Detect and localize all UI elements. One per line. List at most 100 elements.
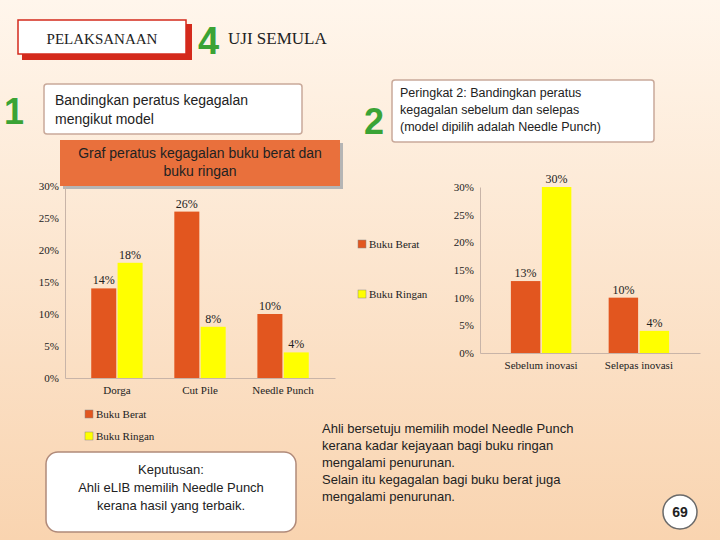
y-tick: 25% (39, 212, 65, 224)
y-tick: 20% (454, 236, 480, 248)
decision-text: kerana hasil yang terbaik. (97, 498, 245, 513)
conclusion-text: mengalami penurunan. (322, 455, 455, 470)
y-tick: 30% (39, 180, 65, 192)
y-tick-label: 15% (39, 276, 59, 288)
data-label: 18% (119, 248, 141, 262)
x-axis: Sebelum inovasi Selepas inovasi (481, 353, 701, 371)
data-labels: 14% 26% 10% 18% 8% 4% (93, 197, 304, 352)
y-tick: 30% (454, 181, 480, 193)
x-tick-label: Dorga (103, 384, 130, 396)
y-tick: 15% (39, 276, 65, 288)
decision-text: Keputusan: (138, 462, 204, 477)
bar (201, 327, 226, 378)
y-tick-label: 20% (39, 244, 59, 256)
data-label: 4% (646, 316, 662, 330)
y-tick-label: 25% (454, 209, 474, 221)
y-tick: 10% (454, 292, 480, 304)
legend-label: Buku Ringan (369, 288, 428, 300)
y-tick-label: 0% (459, 347, 474, 359)
conclusion-text: Ahli bersetuju memilih model Needle Punc… (322, 421, 573, 436)
x-axis: Dorga Cut Pile Needle Punch (66, 378, 336, 396)
data-label: 4% (288, 337, 304, 351)
legend: Buku BeratBuku Ringan (358, 238, 428, 300)
slide-canvas: PELAKSANAAN 4 UJI SEMULA 1 Bandingkan peratu… (0, 0, 720, 540)
section-title: (model dipilih adalah Needle Punch) (400, 120, 601, 134)
page-badge (663, 495, 697, 529)
y-tick: 5% (44, 340, 65, 352)
legend: Buku Berat Buku Ringan (85, 408, 155, 442)
bar (257, 314, 282, 378)
conclusion-text: kerana kadar kejayaan bagi buku ringan (322, 438, 553, 453)
bar (91, 288, 116, 378)
header-text: PELAKSANAAN (47, 31, 158, 47)
bars (511, 187, 669, 353)
legend-label: Buku Ringan (96, 430, 155, 442)
step-title: UJI SEMULA (228, 29, 327, 48)
data-label: 26% (176, 197, 198, 211)
bar (284, 352, 309, 378)
section-number: 1 (4, 91, 24, 132)
data-label: 8% (205, 312, 221, 326)
section-box (392, 80, 654, 142)
section-box (44, 84, 302, 134)
x-tick-label: Sebelum inovasi (505, 359, 578, 371)
y-tick-label: 5% (459, 319, 474, 331)
data-label: 14% (93, 273, 115, 287)
section-title: Peringkat 2: Bandingkan peratus (400, 86, 581, 100)
y-tick-label: 10% (39, 308, 59, 320)
bar (511, 281, 540, 353)
bar (609, 298, 638, 353)
y-tick-label: 15% (454, 264, 474, 276)
y-tick: 20% (39, 244, 65, 256)
page-number: 69 (672, 504, 688, 520)
data-label: 10% (259, 299, 281, 313)
y-axis: 0% 5% 10% 15% 20% 25% 30% (454, 181, 481, 359)
bar (640, 331, 669, 353)
y-tick-label: 5% (44, 340, 59, 352)
conclusion-text: mengalami penurunan. (322, 489, 455, 504)
x-tick: Cut Pile (182, 378, 218, 396)
y-tick: 0% (44, 372, 65, 384)
title-box (60, 140, 340, 186)
x-axis-line (481, 353, 701, 354)
data-label: 30% (546, 172, 568, 186)
y-axis: 0% 5% 10% 15% 20% 25% 30% (39, 180, 66, 384)
y-tick-label: 25% (39, 212, 59, 224)
y-tick: 15% (454, 264, 480, 276)
y-tick: 25% (454, 209, 480, 221)
legend-label: Buku Berat (96, 408, 146, 420)
bar (118, 263, 143, 378)
y-tick: 10% (39, 308, 65, 320)
x-tick: Needle Punch (252, 378, 314, 396)
legend-swatch (85, 410, 93, 418)
x-tick: Sebelum inovasi (505, 353, 578, 371)
bar (174, 212, 199, 378)
y-tick-label: 30% (454, 181, 474, 193)
section-title: kegagalan sebelum dan selepas (400, 103, 579, 117)
x-tick: Selepas inovasi (605, 353, 673, 371)
y-axis-line (480, 188, 481, 354)
section-title: Bandingkan peratus kegagalan (55, 92, 248, 108)
legend-swatch (358, 240, 366, 248)
decision-text: Ahli eLIB memilih Needle Punch (78, 480, 264, 495)
x-tick-label: Cut Pile (182, 384, 218, 396)
x-tick: Dorga (103, 378, 130, 396)
x-tick-label: Selepas inovasi (605, 359, 673, 371)
bar (542, 187, 571, 353)
legend-swatch (85, 432, 93, 440)
y-tick: 5% (459, 319, 480, 331)
y-tick-label: 20% (454, 236, 474, 248)
conclusion-text: Selain itu kegagalan bagi buku berat jug… (322, 472, 561, 487)
data-label: 13% (515, 266, 537, 280)
chart: Graf peratus kegagalan buku berat danbuk… (39, 140, 343, 442)
background (0, 0, 720, 540)
data-label: 10% (612, 283, 634, 297)
slide-root: PELAKSANAAN 4 UJI SEMULA 1 Bandingkan peratu… (0, 0, 720, 540)
step-number: 4 (198, 20, 219, 62)
y-tick-label: 30% (39, 180, 59, 192)
y-tick-label: 10% (454, 292, 474, 304)
legend-swatch (358, 290, 366, 298)
section-title: mengikut model (55, 111, 154, 127)
chart-title: Graf peratus kegagalan buku berat danbuk… (78, 145, 322, 179)
y-tick: 0% (459, 347, 480, 359)
